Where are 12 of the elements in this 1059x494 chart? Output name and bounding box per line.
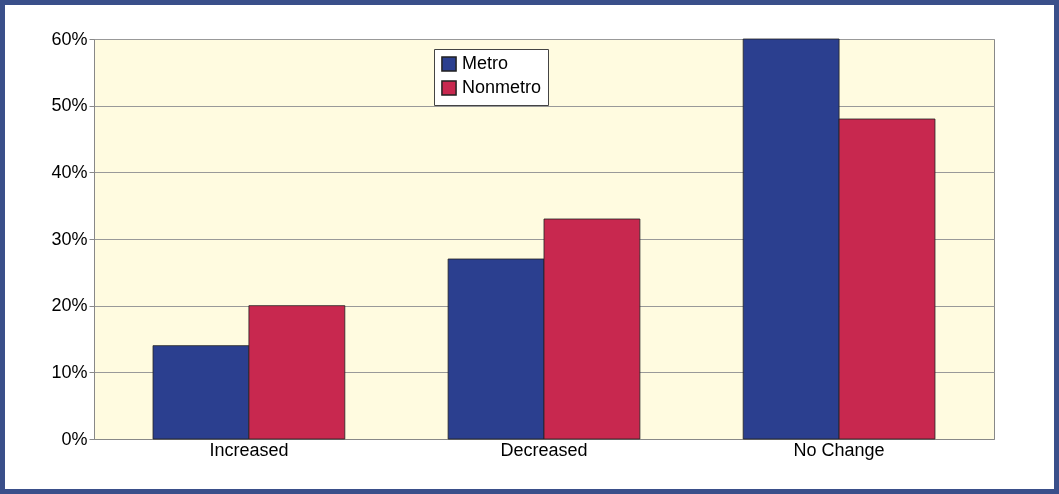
- legend-label: Nonmetro: [462, 77, 542, 97]
- x-tick-label: Increased: [209, 439, 289, 460]
- y-tick-label: 60%: [51, 28, 88, 49]
- y-tick-label: 10%: [51, 361, 88, 382]
- y-tick-label: 50%: [51, 95, 88, 116]
- y-tick-label: 20%: [51, 295, 88, 316]
- legend-label: Metro: [462, 53, 509, 73]
- y-tick-label: 30%: [51, 228, 88, 249]
- x-tick-label: No Change: [793, 439, 885, 460]
- y-tick-label: 0%: [61, 428, 88, 449]
- x-tick-label: Decreased: [500, 439, 588, 460]
- y-tick-label: 40%: [51, 161, 88, 182]
